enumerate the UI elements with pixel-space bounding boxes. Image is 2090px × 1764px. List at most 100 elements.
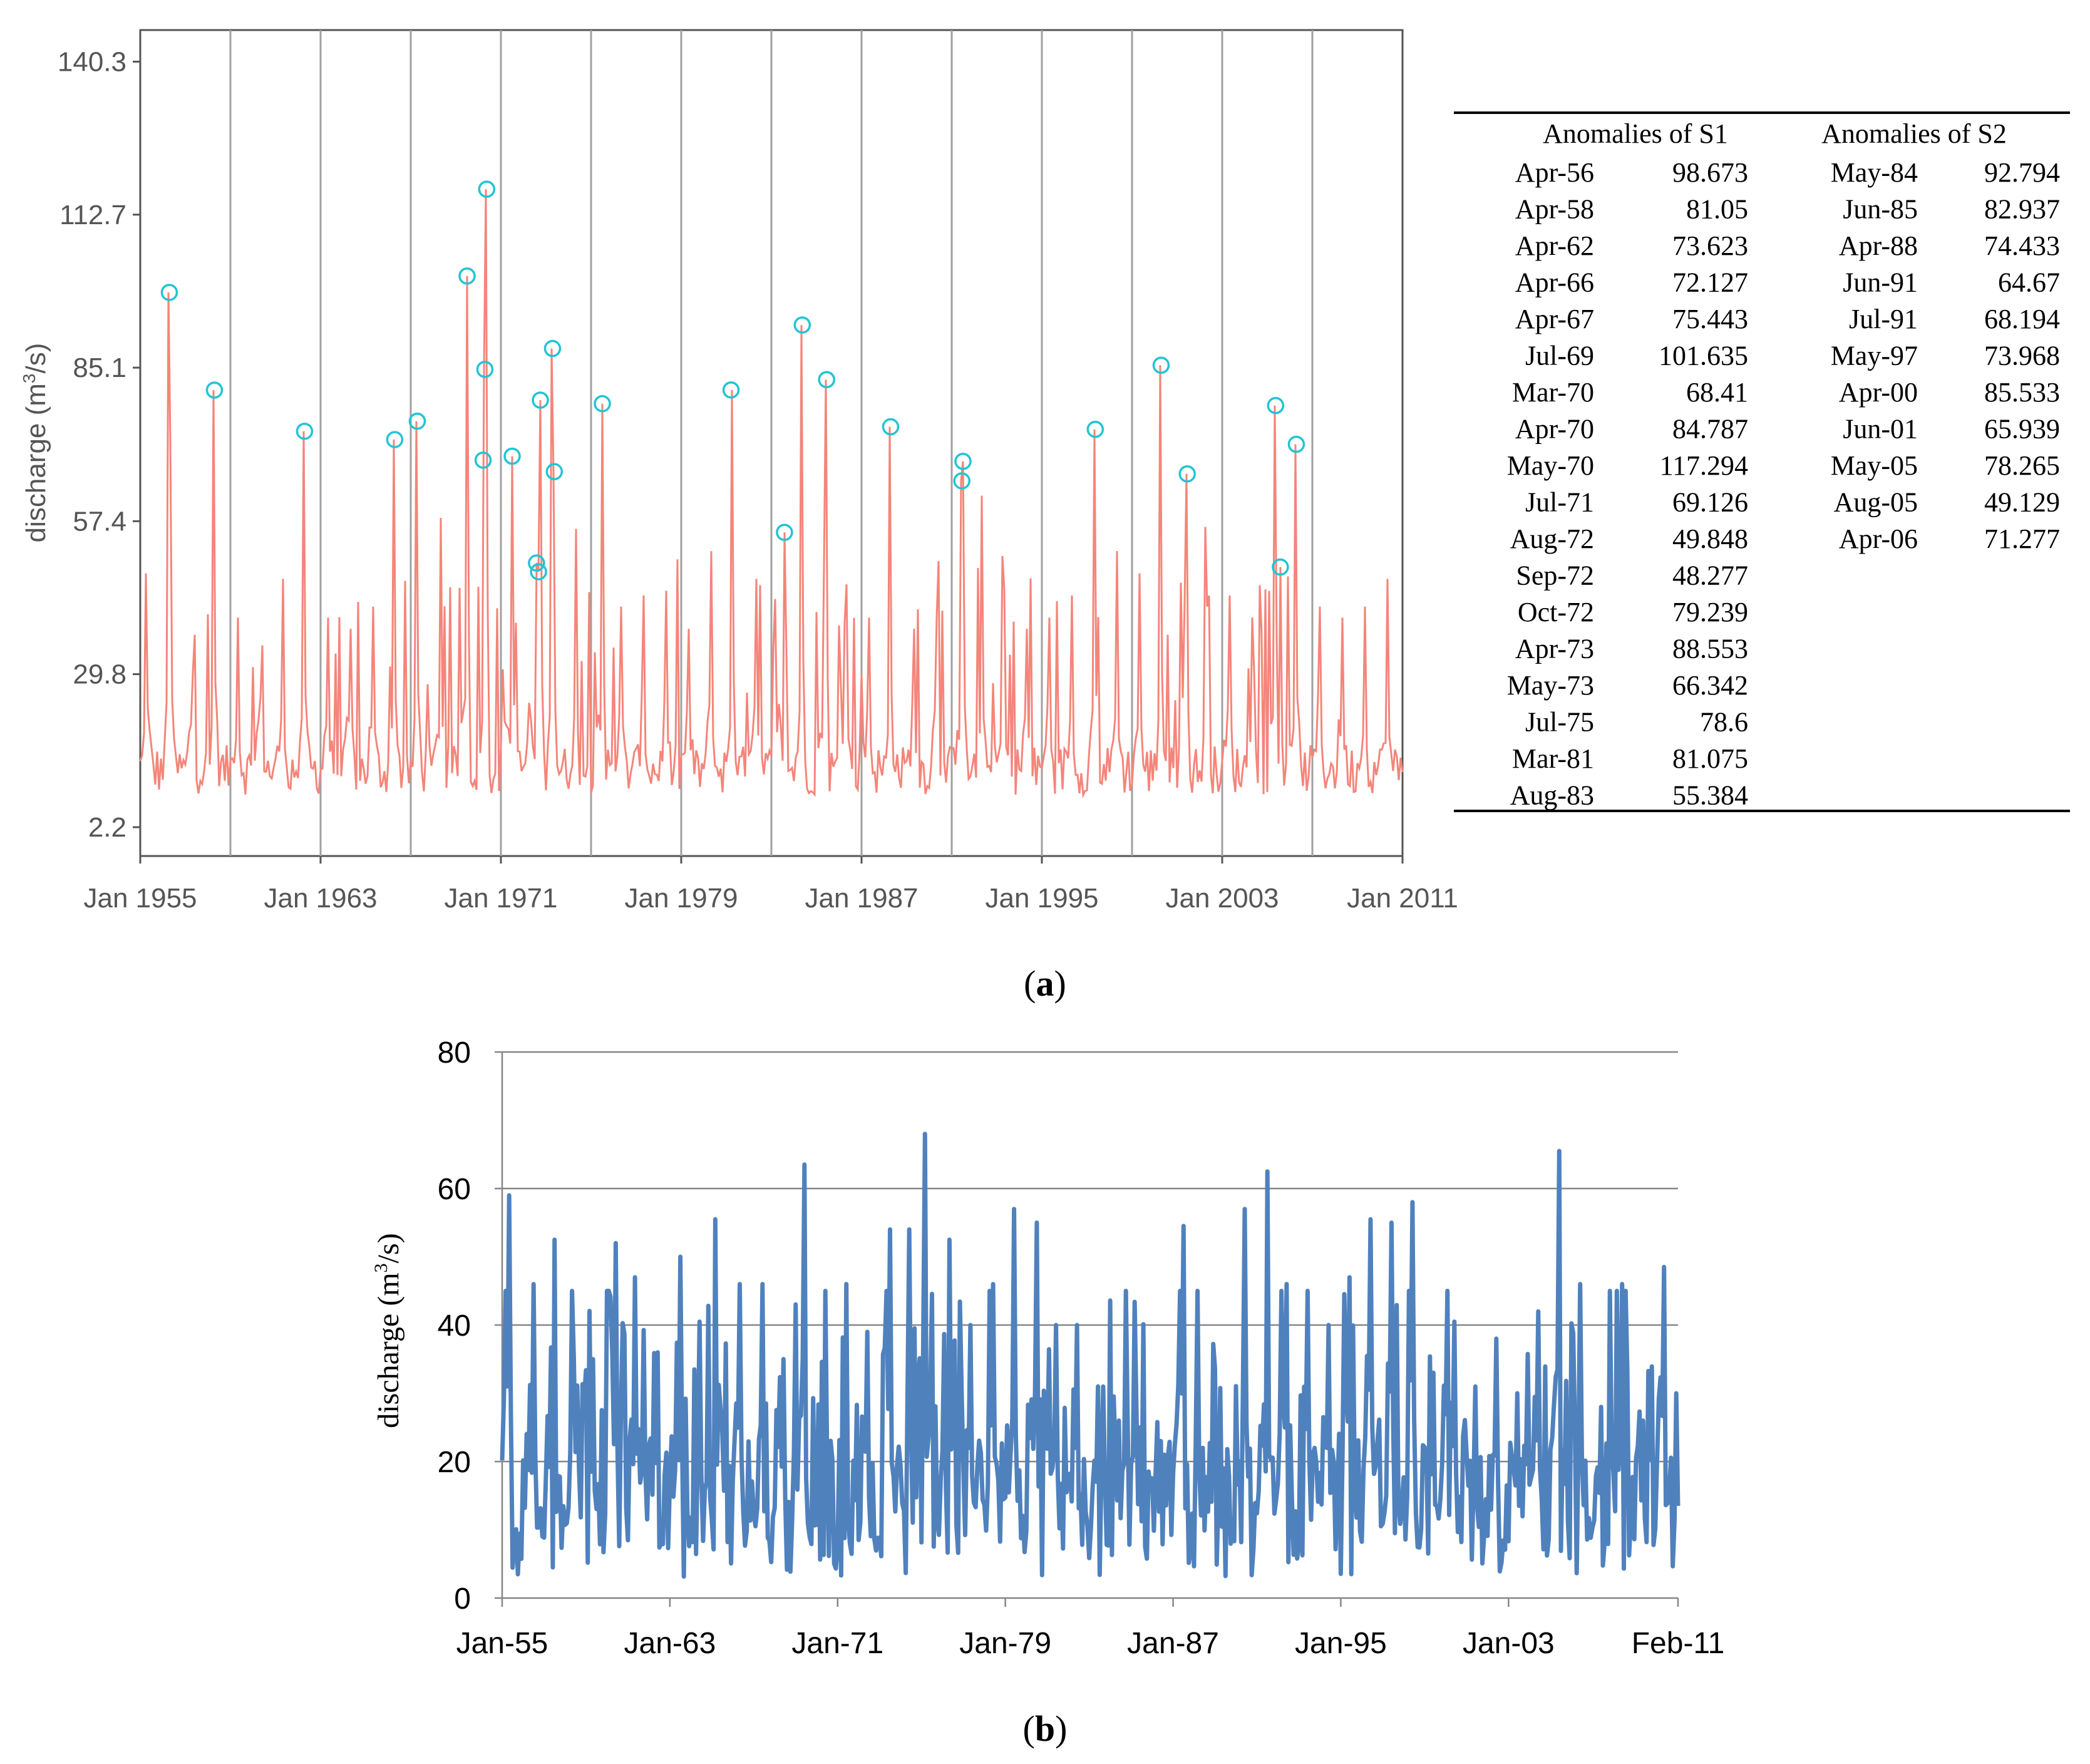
panel-a-anomaly-marker-26	[1267, 396, 1285, 415]
table-s2-date: Jun-01	[1843, 414, 1918, 445]
panel-a-x-tick-label: Jan 2003	[1165, 883, 1279, 914]
panel-a-anomaly-marker-11	[530, 563, 547, 580]
table-s1-value: 72.127	[1672, 267, 1748, 298]
table-s1-date: May-73	[1507, 670, 1594, 701]
panel-b-y-tick-label: 0	[454, 1582, 471, 1616]
panel-b-y-tick-label: 20	[438, 1446, 471, 1479]
panel-b-y-axis-label: discharge (m3/s)	[371, 1233, 405, 1428]
table-s2-date: May-97	[1831, 341, 1918, 371]
table-s1-value: 48.277	[1672, 560, 1748, 591]
table-s1-date: Mar-81	[1512, 743, 1594, 774]
panel-a-y-tick-label: 85.1	[73, 353, 126, 383]
panel-b-y-axis: 0 20 40 60 80	[438, 1036, 502, 1616]
table-s1-value: 81.075	[1672, 743, 1748, 774]
table-s1-date: Jul-71	[1525, 487, 1594, 518]
panel-a-anomaly-marker-1	[205, 381, 224, 399]
panel-a-anomaly-marker-15	[594, 395, 611, 413]
table-s2-value: 71.277	[1984, 524, 2060, 554]
table-s2-value: 74.433	[1984, 230, 2060, 261]
panel-a-anomaly-marker-19	[818, 371, 835, 389]
table-s1-date: Jul-75	[1525, 707, 1594, 738]
table-s2-value: 92.794	[1984, 157, 2060, 188]
panel-b-discharge-series-line	[500, 1132, 1681, 1579]
panel-a-anomaly-marker-2	[296, 422, 314, 440]
table-s1-value: 101.635	[1659, 341, 1748, 371]
panel-b-y-tick-label: 60	[438, 1173, 471, 1206]
panel-a-anomaly-marker-9	[503, 447, 521, 465]
table-s2-value: 73.968	[1984, 341, 2060, 371]
table-s2-date: Apr-88	[1839, 230, 1918, 261]
table-s2-date: May-05	[1831, 450, 1918, 481]
panel-a-anomaly-marker-16	[722, 381, 740, 399]
panel-b-x-tick-label: Jan-95	[1295, 1627, 1387, 1660]
caption-a: (a)	[1024, 963, 1066, 1004]
panel-a-anomaly-marker-27	[1272, 558, 1289, 576]
table-s1-date: May-70	[1507, 450, 1594, 481]
panel-a-anomaly-marker-14	[545, 463, 564, 480]
panel-a-anomaly-marker-4	[408, 412, 426, 430]
table-s1-date: Sep-72	[1516, 560, 1594, 591]
table-s2-value: 78.265	[1984, 450, 2060, 481]
panel-a-y-axis: 2.2 29.8 57.4 85.1 112.7 140.3	[58, 46, 140, 843]
table-s1-value: 84.787	[1672, 414, 1748, 445]
panel-a-y-tick-label: 112.7	[59, 200, 126, 230]
table-s1-value: 117.294	[1660, 450, 1748, 481]
panel-a-x-axis: Jan 1955 Jan 1963 Jan 1971 Jan 1979 Jan 1987…	[83, 856, 1458, 914]
table-s2-date: Apr-00	[1839, 377, 1918, 408]
table-s1-value: 69.126	[1672, 487, 1748, 518]
panel-b-x-tick-label: Jan-63	[624, 1627, 716, 1660]
table-header-s1: Anomalies of S1	[1543, 118, 1728, 149]
panel-b-x-tick-label: Jan-03	[1463, 1627, 1555, 1660]
table-s1-value: 78.6	[1700, 707, 1748, 738]
panel-a-anomaly-marker-3	[386, 431, 404, 448]
table-s1-date: Apr-62	[1515, 230, 1594, 261]
table-header-s2: Anomalies of S2	[1821, 118, 2007, 149]
table-s1-value: 98.673	[1672, 157, 1748, 188]
table-s2-date: May-84	[1831, 157, 1918, 188]
table-s1-date: Apr-67	[1515, 304, 1594, 334]
panel-a-y-tick-label: 57.4	[73, 506, 126, 537]
table-s1-value: 66.342	[1672, 670, 1748, 701]
panel-a-discharge-series-line	[139, 189, 1404, 799]
table-s1-value: 75.443	[1672, 304, 1748, 334]
table-s2-date: Apr-06	[1839, 524, 1918, 554]
panel-a-anomaly-marker-6	[474, 451, 492, 469]
panel-a-anomaly-marker-18	[793, 316, 811, 334]
table-s1-value: 88.553	[1672, 634, 1748, 664]
table-s2-date: Jul-91	[1849, 304, 1918, 334]
panel-b-chart: 0 20 40 60 80 Jan-55 Jan-63 Jan-71 Jan-79 Jan-87…	[371, 1036, 1724, 1660]
panel-a-x-tick-label: Jan 1979	[624, 883, 738, 914]
table-s1-date: Aug-72	[1510, 524, 1594, 554]
table-s2-value: 82.937	[1984, 194, 2060, 225]
table-s2-value: 85.533	[1984, 377, 2060, 408]
panel-a-x-tick-label: Jan 1987	[805, 883, 918, 914]
panel-a-x-tick-label: Jan 1995	[985, 883, 1098, 914]
panel-a-y-tick-label: 29.8	[73, 659, 126, 690]
table-s1-value: 49.848	[1672, 524, 1748, 554]
panel-b-x-tick-label: Jan-71	[791, 1627, 883, 1660]
table-s1-date: Apr-70	[1515, 414, 1594, 445]
table-s2-value: 64.67	[1998, 267, 2060, 298]
table-s2-value: 68.194	[1984, 304, 2060, 334]
panel-a-x-tick-label: Jan 1955	[83, 883, 197, 914]
panel-b-y-tick-label: 40	[438, 1309, 471, 1343]
table-rows: Apr-56 98.673 Apr-58 81.05 Apr-62 73.623 Apr-6…	[1507, 157, 2060, 811]
table-s1-value: 55.384	[1672, 780, 1748, 811]
table-s2-value: 65.939	[1984, 414, 2060, 445]
table-s1-value: 73.623	[1672, 230, 1748, 261]
panel-b-x-axis: Jan-55 Jan-63 Jan-71 Jan-79 Jan-87 Jan-95 Jan-…	[456, 1598, 1724, 1660]
panel-a-anomaly-marker-22	[954, 453, 972, 470]
table-s1-date: Apr-58	[1515, 194, 1594, 225]
table-s1-date: Jul-69	[1525, 341, 1594, 371]
anomaly-table: Anomalies of S1 Anomalies of S2 Apr-56 98…	[1454, 111, 2070, 812]
panel-a-anomaly-marker-10	[528, 554, 545, 572]
table-s2-date: Aug-05	[1834, 487, 1918, 518]
panel-a-y-tick-label: 140.3	[58, 46, 126, 77]
table-s1-date: Apr-66	[1515, 267, 1594, 298]
table-s1-date: Oct-72	[1518, 597, 1594, 627]
panel-a-anomaly-marker-24	[1152, 356, 1170, 374]
table-s1-value: 81.05	[1686, 194, 1748, 225]
table-s1-value: 79.239	[1672, 597, 1748, 627]
